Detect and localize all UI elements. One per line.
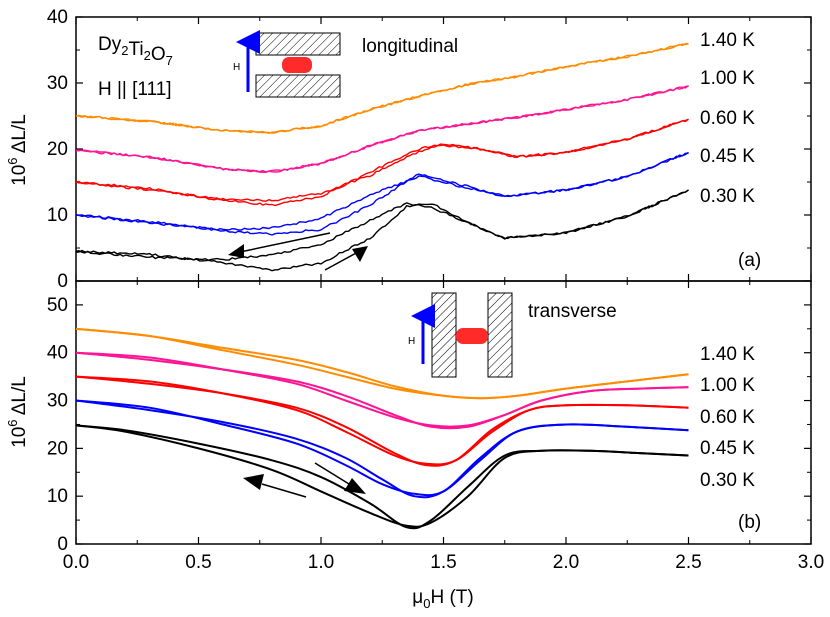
series-line-0-30-k-up <box>75 189 689 272</box>
series-line-0-45-k-down <box>75 152 689 231</box>
y-tick-label: 30 <box>47 391 68 412</box>
legend-entry: 0.45 K <box>700 438 755 459</box>
transverse-label: transverse <box>528 301 617 322</box>
series-line-0-60-k-down <box>75 375 689 466</box>
legend-entry: 0.60 K <box>700 108 755 129</box>
longitudinal-setup-icon: H <box>233 30 341 98</box>
panel-a-y-axis-label: 106 ΔL/L <box>5 114 30 186</box>
panel-b-tag: (b) <box>738 512 761 533</box>
field-direction-label: H || [111] <box>98 79 172 100</box>
series-line-0-60-k-down <box>75 118 689 202</box>
longitudinal-label: longitudinal <box>362 36 458 57</box>
series-line-1-40-k-down <box>75 43 689 135</box>
x-tick-label: 0.5 <box>185 552 211 573</box>
y-tick-label: 20 <box>47 438 68 459</box>
y-tick-label: 0 <box>57 534 68 555</box>
x-tick-label: 2.5 <box>675 552 701 573</box>
series-line-0-30-k-down <box>75 424 689 528</box>
legend-entry: 1.00 K <box>700 375 755 396</box>
field-arrow-label-a: H <box>233 62 240 73</box>
legend-entry: 1.40 K <box>700 344 755 365</box>
y-tick-label: 50 <box>47 295 68 316</box>
legend-entry: 0.30 K <box>700 186 755 207</box>
panel-a-tag: (a) <box>738 250 761 271</box>
panel-b-y-axis-label: 106 ΔL/L <box>5 376 30 448</box>
y-tick-label: 10 <box>47 205 68 226</box>
sweep-arrow-down-b <box>243 474 307 498</box>
x-tick-label: 1.0 <box>308 552 334 573</box>
legend-entry: 0.60 K <box>700 407 755 428</box>
legend-entry: 0.45 K <box>700 146 755 167</box>
y-tick-label: 0 <box>57 271 68 292</box>
sweep-arrow-up-b <box>314 462 366 494</box>
legend-entry: 1.40 K <box>700 30 755 51</box>
series-line-0-45-k-up <box>75 151 689 236</box>
series-line-0-30-k-down <box>75 189 689 261</box>
x-tick-label: 0.0 <box>63 552 89 573</box>
sweep-arrow-up-a <box>324 246 368 271</box>
x-axis-label: μ0H (T) <box>412 587 473 611</box>
sweep-arrow-down-a <box>228 232 331 258</box>
x-tick-label: 1.5 <box>430 552 456 573</box>
compound-label: Dy2Ti2O7 <box>98 34 173 68</box>
legend-entry: 0.30 K <box>700 470 755 491</box>
y-tick-label: 30 <box>47 73 68 94</box>
series-line-1-00-k-down <box>75 351 689 428</box>
series-line-1-40-k-down <box>75 327 689 400</box>
series-line-0-45-k-down <box>75 399 689 497</box>
legend-entry: 1.00 K <box>700 68 755 89</box>
y-tick-label: 20 <box>47 139 68 160</box>
y-tick-label: 10 <box>47 486 68 507</box>
series-line-1-00-k-down <box>75 84 689 173</box>
y-tick-label: 40 <box>47 343 68 364</box>
x-tick-label: 2.0 <box>553 552 579 573</box>
x-tick-label: 3.0 <box>798 552 824 573</box>
y-tick-label: 40 <box>47 7 68 28</box>
transverse-setup-icon: H <box>408 292 513 378</box>
field-arrow-label-b: H <box>408 336 415 347</box>
